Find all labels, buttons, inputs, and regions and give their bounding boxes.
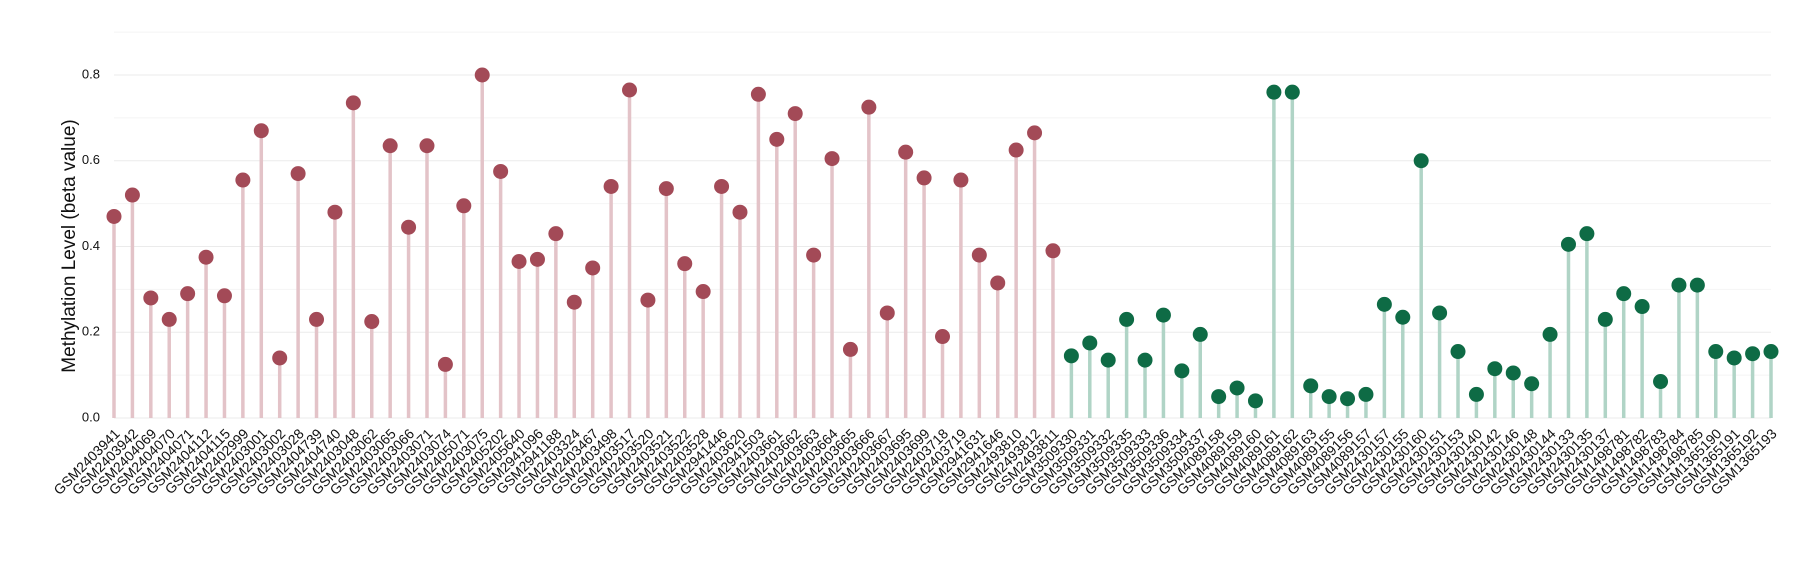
dot [290, 166, 306, 182]
dot [898, 144, 914, 160]
dot [124, 187, 140, 203]
dot [1487, 361, 1503, 377]
y-tick-label: 0.4 [82, 238, 100, 253]
y-tick-label: 0.8 [82, 66, 100, 81]
dot [1174, 363, 1190, 379]
dot [1450, 344, 1466, 360]
dot [769, 131, 785, 147]
dot [879, 305, 895, 321]
dot [861, 99, 877, 115]
dot [658, 181, 674, 197]
dot [1671, 277, 1687, 293]
dot [1340, 391, 1356, 407]
dot [1542, 326, 1558, 342]
dot [345, 95, 361, 111]
dot [566, 294, 582, 310]
dot [548, 226, 564, 242]
dot [1321, 389, 1337, 405]
dot [1597, 311, 1613, 327]
dot [1708, 344, 1724, 360]
dot [235, 172, 251, 188]
dot [1082, 335, 1098, 351]
dot [1266, 84, 1282, 100]
dot [1100, 352, 1116, 368]
dot [824, 151, 840, 167]
dot [1432, 305, 1448, 321]
dot [1008, 142, 1024, 158]
dot [1376, 296, 1392, 312]
dot [143, 290, 159, 306]
dot [695, 284, 711, 300]
dot [842, 341, 858, 357]
dot [1579, 226, 1595, 242]
dot [401, 219, 417, 235]
dot [1468, 386, 1484, 402]
dot [364, 314, 380, 330]
dot [1303, 378, 1319, 394]
dot [1634, 299, 1650, 315]
dot [953, 172, 969, 188]
dot [677, 256, 693, 272]
dot [750, 86, 766, 102]
dot [935, 329, 950, 345]
dot [382, 138, 398, 154]
dot [1653, 374, 1669, 390]
dot [971, 247, 987, 263]
dot [1229, 380, 1245, 396]
dot [1763, 344, 1779, 360]
dot [511, 254, 527, 270]
dot [272, 350, 288, 366]
dot [180, 286, 196, 302]
dot [1689, 277, 1705, 293]
dot [1395, 309, 1411, 325]
dot [198, 249, 214, 265]
dot [327, 204, 343, 220]
dot [456, 198, 472, 214]
dot [437, 356, 453, 372]
dot [916, 170, 932, 186]
dot [1155, 307, 1171, 323]
dot [1505, 365, 1521, 381]
dot [585, 260, 601, 276]
dot [493, 163, 509, 179]
dot [714, 178, 730, 194]
dot [253, 123, 269, 139]
dot [1027, 125, 1043, 141]
y-tick-label: 0.2 [82, 324, 100, 339]
dot [787, 106, 803, 122]
dot [1616, 286, 1632, 302]
dot [1045, 243, 1061, 259]
dot [622, 82, 638, 98]
dot [1524, 376, 1540, 392]
dot [1745, 346, 1761, 362]
dot [216, 288, 232, 304]
dot [1413, 153, 1429, 169]
dot [1726, 350, 1742, 366]
dot [1211, 389, 1227, 405]
dot [603, 178, 619, 194]
dot [990, 275, 1006, 291]
dot [1137, 352, 1153, 368]
dot [474, 67, 490, 83]
dot [1119, 311, 1135, 327]
dot [732, 204, 748, 220]
dot [419, 138, 435, 154]
dot [1247, 393, 1263, 409]
dot [1192, 326, 1208, 342]
y-tick-label: 0.6 [82, 152, 100, 167]
dot [1284, 84, 1300, 100]
dot [640, 292, 656, 308]
y-axis-label: Methylation Level (beta value) [59, 119, 80, 372]
dot [106, 208, 122, 224]
dot [806, 247, 822, 263]
dot [161, 311, 177, 327]
dot [1358, 386, 1374, 402]
dot [309, 311, 325, 327]
dot [1063, 348, 1079, 364]
dot [1560, 236, 1576, 252]
y-tick-label: 0.0 [82, 409, 100, 424]
dot [529, 251, 545, 267]
